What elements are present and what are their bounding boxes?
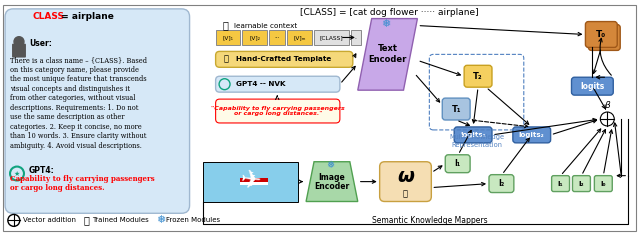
Text: logits₂: logits₂ bbox=[519, 132, 545, 138]
Bar bbox=[314, 30, 349, 45]
Text: visual concepts and distinguishes it: visual concepts and distinguishes it bbox=[10, 85, 130, 93]
Text: Frozen Modules: Frozen Modules bbox=[166, 217, 220, 223]
FancyBboxPatch shape bbox=[588, 24, 620, 50]
Text: Encoder: Encoder bbox=[369, 55, 407, 64]
FancyBboxPatch shape bbox=[12, 44, 26, 58]
Text: I₂: I₂ bbox=[579, 181, 584, 187]
Text: ★: ★ bbox=[14, 171, 20, 176]
Text: Image: Image bbox=[319, 173, 346, 182]
Bar bbox=[216, 30, 241, 45]
Text: [V]₂: [V]₂ bbox=[250, 35, 260, 40]
Text: = airplane: = airplane bbox=[58, 12, 114, 21]
Text: on this category name, please provide: on this category name, please provide bbox=[10, 66, 139, 74]
Text: T₀: T₀ bbox=[596, 30, 606, 39]
Text: ❅: ❅ bbox=[156, 215, 165, 225]
Text: 🔥: 🔥 bbox=[403, 189, 408, 198]
Text: ❅: ❅ bbox=[381, 19, 390, 28]
Text: ✈: ✈ bbox=[239, 169, 262, 195]
Text: [CLASS] = [cat dog flower ····· airplane]: [CLASS] = [cat dog flower ····· airplane… bbox=[300, 8, 479, 17]
Text: User:: User: bbox=[29, 39, 52, 48]
Text: .: . bbox=[355, 35, 356, 40]
Text: Representation: Representation bbox=[451, 142, 502, 148]
Circle shape bbox=[600, 112, 614, 126]
Circle shape bbox=[14, 37, 24, 47]
FancyBboxPatch shape bbox=[5, 9, 189, 213]
Text: I₁: I₁ bbox=[454, 159, 461, 168]
FancyBboxPatch shape bbox=[380, 162, 431, 201]
Text: Semantic Knowledge Mappers: Semantic Knowledge Mappers bbox=[372, 216, 487, 225]
Text: [CLASS]: [CLASS] bbox=[319, 35, 343, 40]
FancyBboxPatch shape bbox=[454, 127, 492, 143]
Text: Hand-Crafted Template: Hand-Crafted Template bbox=[236, 56, 331, 62]
Text: I₁: I₁ bbox=[557, 181, 563, 187]
Text: ω: ω bbox=[397, 167, 414, 186]
FancyBboxPatch shape bbox=[216, 51, 353, 67]
Polygon shape bbox=[358, 19, 417, 90]
Text: Vector addition: Vector addition bbox=[23, 217, 76, 223]
FancyBboxPatch shape bbox=[464, 65, 492, 87]
Text: ambiguity. 4. Avoid visual descriptions.: ambiguity. 4. Avoid visual descriptions. bbox=[10, 141, 142, 150]
Text: 👤: 👤 bbox=[223, 55, 228, 64]
FancyBboxPatch shape bbox=[489, 175, 514, 192]
Text: "Capability to fly carrying passengers
or cargo long distances.": "Capability to fly carrying passengers o… bbox=[211, 106, 344, 116]
Text: Trained Modules: Trained Modules bbox=[92, 217, 149, 223]
Text: ···: ··· bbox=[275, 35, 280, 40]
Text: GPT4 -- NVK: GPT4 -- NVK bbox=[236, 81, 285, 87]
Text: β: β bbox=[604, 101, 610, 110]
Bar bbox=[203, 162, 298, 201]
Text: I₂: I₂ bbox=[499, 179, 504, 188]
Bar bbox=[287, 30, 312, 45]
Text: Multi-Knowledge: Multi-Knowledge bbox=[449, 134, 504, 140]
Text: categories. 2. Keep it concise, no more: categories. 2. Keep it concise, no more bbox=[10, 123, 142, 131]
Text: T₂: T₂ bbox=[473, 72, 483, 81]
FancyBboxPatch shape bbox=[216, 99, 340, 123]
Text: logits₁: logits₁ bbox=[460, 132, 486, 138]
Text: 🔥: 🔥 bbox=[83, 215, 90, 225]
FancyBboxPatch shape bbox=[573, 176, 590, 192]
FancyBboxPatch shape bbox=[445, 155, 470, 173]
Text: CLASS: CLASS bbox=[33, 12, 65, 21]
Text: [V]₁: [V]₁ bbox=[223, 35, 234, 40]
Text: or cargo long distances.: or cargo long distances. bbox=[10, 184, 105, 192]
Text: There is a class name – {CLASS}. Based: There is a class name – {CLASS}. Based bbox=[10, 57, 147, 65]
FancyBboxPatch shape bbox=[442, 98, 470, 120]
Text: descriptions. Requirements: 1. Do not: descriptions. Requirements: 1. Do not bbox=[10, 104, 138, 112]
Text: learnable context: learnable context bbox=[234, 23, 297, 28]
Text: [V]ₘ: [V]ₘ bbox=[293, 35, 306, 40]
Text: 🔥: 🔥 bbox=[223, 20, 228, 31]
Bar bbox=[269, 30, 285, 45]
Bar bbox=[243, 30, 268, 45]
FancyBboxPatch shape bbox=[513, 127, 550, 143]
Text: the most unique feature that transcends: the most unique feature that transcends bbox=[10, 75, 147, 83]
FancyBboxPatch shape bbox=[552, 176, 570, 192]
Text: ❅: ❅ bbox=[326, 160, 334, 170]
Text: use the same description as other: use the same description as other bbox=[10, 113, 125, 121]
FancyBboxPatch shape bbox=[216, 76, 340, 92]
Text: than 10 words. 3. Ensure clarity without: than 10 words. 3. Ensure clarity without bbox=[10, 132, 147, 140]
Text: Capability to fly carrying passengers: Capability to fly carrying passengers bbox=[10, 176, 155, 184]
Polygon shape bbox=[306, 162, 358, 201]
Bar bbox=[241, 182, 268, 185]
Text: Text: Text bbox=[378, 44, 397, 53]
Text: Encoder: Encoder bbox=[314, 182, 349, 191]
FancyBboxPatch shape bbox=[595, 176, 612, 192]
Text: GPT4:: GPT4: bbox=[29, 166, 54, 175]
Bar bbox=[241, 178, 268, 185]
Text: T₁: T₁ bbox=[451, 105, 461, 114]
Bar bbox=[351, 30, 361, 45]
Text: logits: logits bbox=[580, 82, 605, 91]
Text: I₀: I₀ bbox=[600, 181, 606, 187]
FancyBboxPatch shape bbox=[572, 77, 613, 95]
FancyBboxPatch shape bbox=[586, 22, 617, 47]
Text: from other categories, without visual: from other categories, without visual bbox=[10, 94, 136, 102]
